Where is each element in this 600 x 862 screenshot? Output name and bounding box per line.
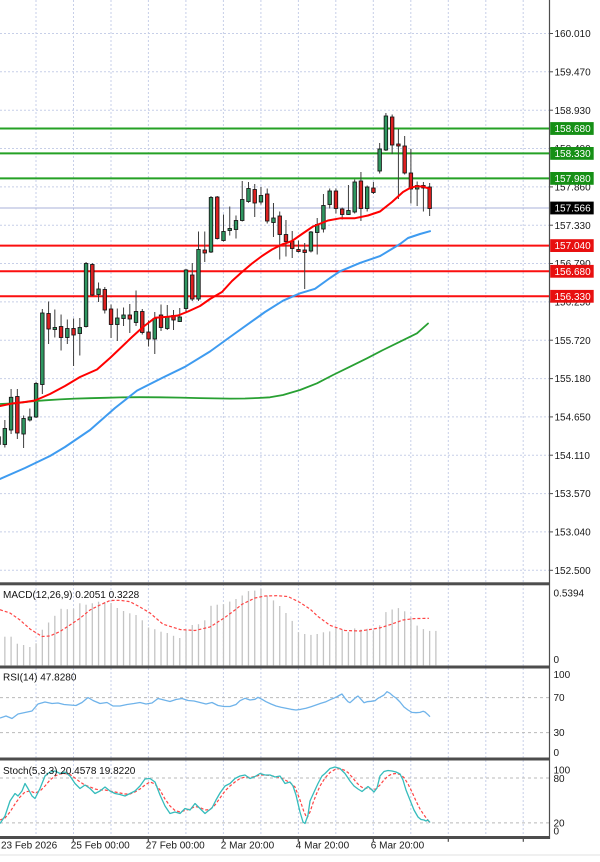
svg-text:158.680: 158.680 [555,124,592,135]
svg-text:153.040: 153.040 [555,528,592,539]
svg-text:153.570: 153.570 [555,489,592,500]
svg-text:154.650: 154.650 [555,413,592,424]
svg-text:0: 0 [554,655,560,666]
svg-text:157.566: 157.566 [555,204,592,215]
svg-text:4 Mar 20:00: 4 Mar 20:00 [296,841,350,852]
svg-text:30: 30 [554,728,566,739]
svg-text:0: 0 [554,748,560,759]
svg-text:6 Mar 20:00: 6 Mar 20:00 [371,841,425,852]
svg-text:154.110: 154.110 [555,451,591,462]
svg-text:158.330: 158.330 [555,149,592,160]
svg-text:RSI(14) 47.8280: RSI(14) 47.8280 [3,673,77,684]
svg-text:80: 80 [554,774,566,785]
svg-text:155.180: 155.180 [555,374,592,385]
svg-text:27 Feb 00:00: 27 Feb 00:00 [146,841,205,852]
svg-text:23 Feb 2026: 23 Feb 2026 [1,841,58,852]
svg-text:152.500: 152.500 [555,566,592,577]
svg-text:155.720: 155.720 [555,336,592,347]
svg-text:100: 100 [554,670,571,681]
svg-text:156.330: 156.330 [555,292,592,303]
svg-text:159.470: 159.470 [555,67,592,78]
svg-text:MACD(12,26,9) 0.2051 0.3228: MACD(12,26,9) 0.2051 0.3228 [3,590,140,601]
svg-text:70: 70 [554,693,566,704]
svg-text:25 Feb 00:00: 25 Feb 00:00 [71,841,130,852]
svg-text:157.040: 157.040 [555,241,592,252]
svg-text:157.980: 157.980 [555,174,592,185]
svg-text:160.010: 160.010 [555,29,592,40]
svg-text:0: 0 [554,827,560,838]
svg-text:156.680: 156.680 [555,267,592,278]
svg-text:2 Mar 20:00: 2 Mar 20:00 [221,841,275,852]
svg-text:Stoch(5,3,3) 20.4578 19.8220: Stoch(5,3,3) 20.4578 19.8220 [3,766,136,777]
svg-text:158.930: 158.930 [555,106,592,117]
svg-text:0.5394: 0.5394 [554,589,585,600]
svg-text:157.330: 157.330 [555,221,592,232]
